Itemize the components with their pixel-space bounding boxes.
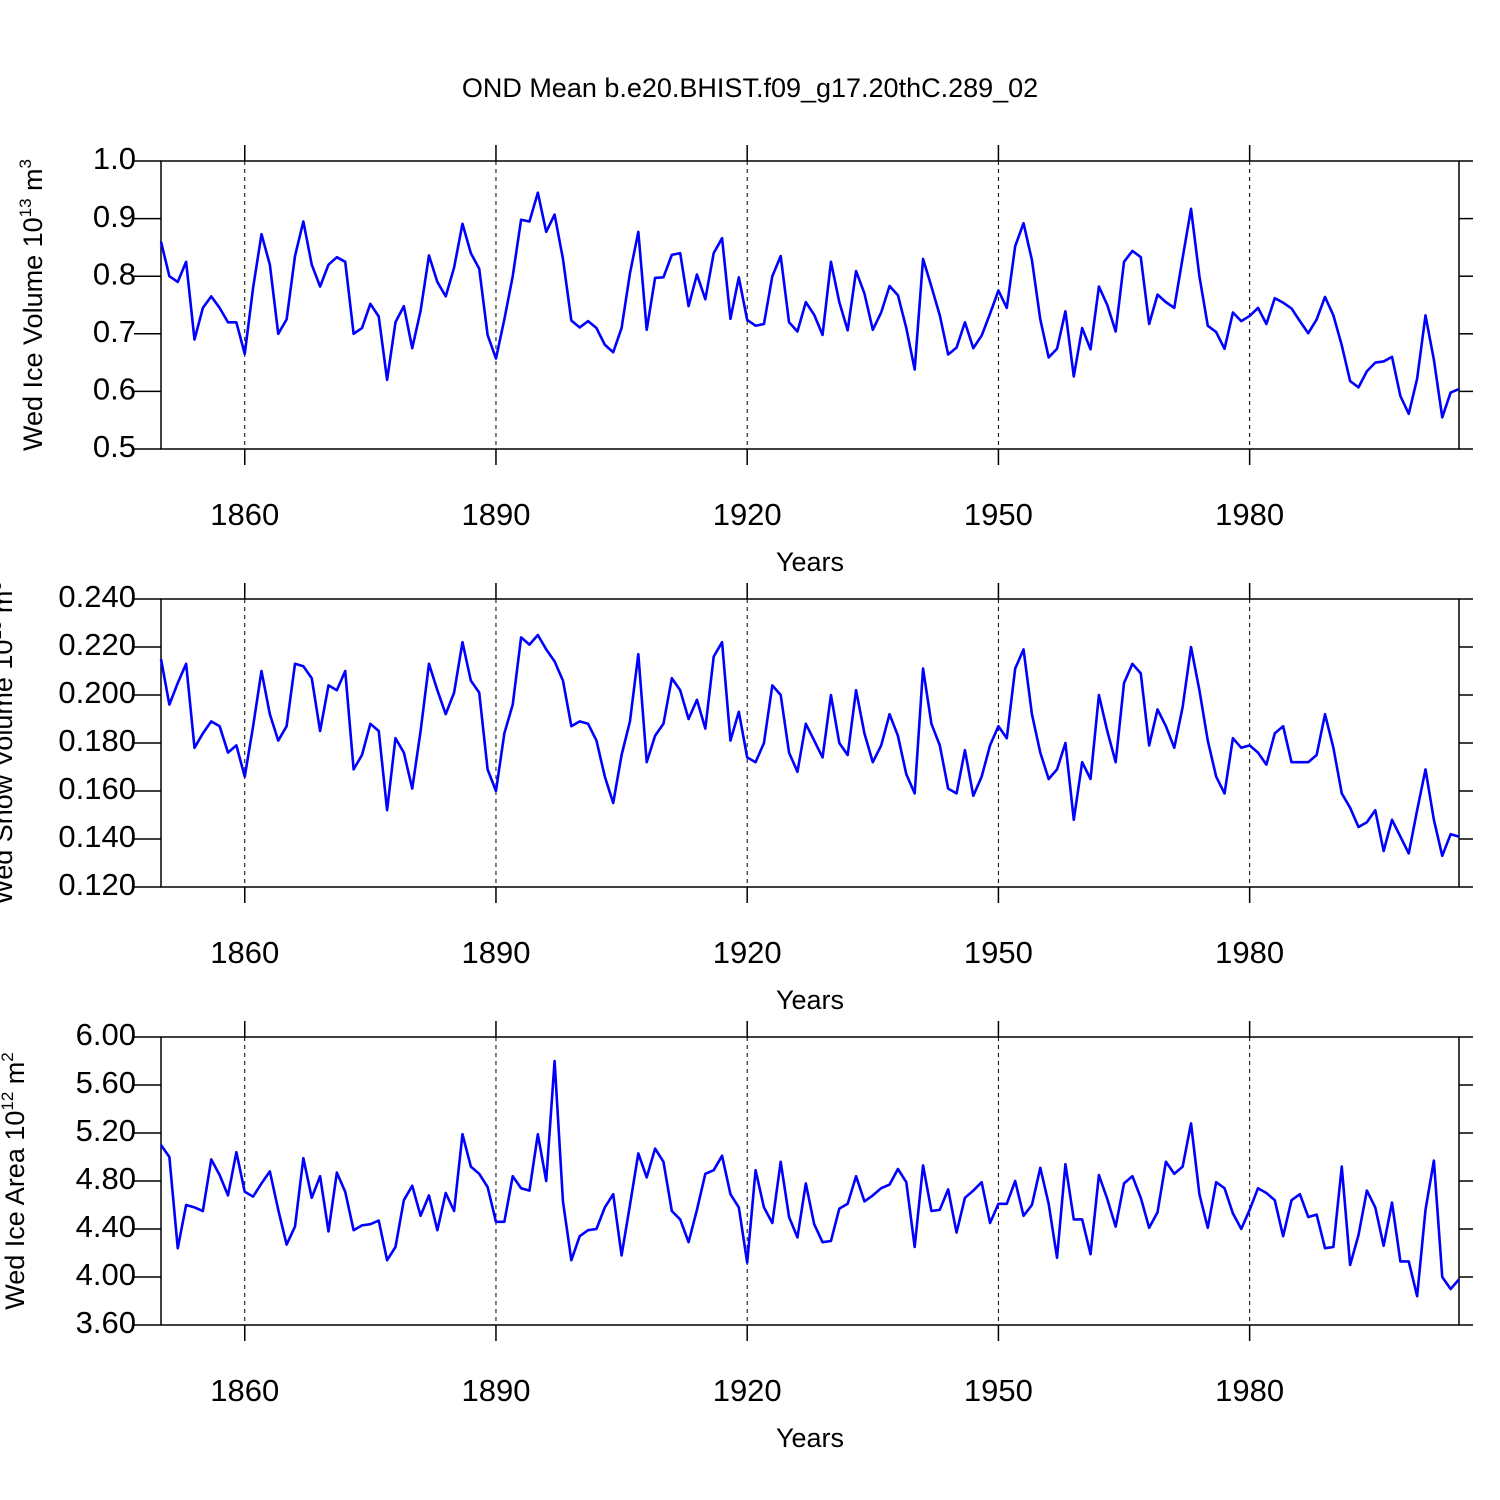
data-line xyxy=(159,633,1460,858)
x-tick-label: 1890 xyxy=(461,935,530,970)
y-tick-label: 0.220 xyxy=(58,627,136,662)
y-axis-label-part: Wed Snow Volume 10 xyxy=(0,640,18,905)
x-tick-label: 1950 xyxy=(964,497,1033,532)
y-tick-label: 5.20 xyxy=(76,1113,136,1148)
x-tick-label: 1860 xyxy=(210,497,279,532)
y-tick-label: 4.40 xyxy=(76,1209,136,1244)
y-axis-label-part: 13 xyxy=(16,198,35,217)
y-tick-label: 0.6 xyxy=(93,372,136,407)
y-tick-label: 0.7 xyxy=(93,314,136,349)
y-axis-label-part: 3 xyxy=(16,159,35,168)
y-axis-label-part: 13 xyxy=(0,621,5,640)
y-tick-label: 4.80 xyxy=(76,1161,136,1196)
x-tick-label: 1920 xyxy=(713,935,782,970)
x-tick-label: 1980 xyxy=(1215,935,1284,970)
x-axis-label: Years xyxy=(776,985,844,1015)
y-axis-label: Wed Ice Volume 1013 m3 xyxy=(16,159,48,451)
x-tick-label: 1890 xyxy=(461,497,530,532)
data-line xyxy=(159,1059,1460,1298)
y-tick-label: 1.0 xyxy=(93,141,136,176)
y-tick-label: 0.200 xyxy=(58,675,136,710)
panel: 1860 1890 1920 1950 1980 0.120 0.140 0.160 0.180… xyxy=(0,579,1473,1015)
y-axis-label-part: m xyxy=(0,591,18,621)
data-line xyxy=(159,191,1460,419)
y-axis-label-part: 12 xyxy=(0,1092,17,1111)
panel: 1860 1890 1920 1950 1980 3.60 4.00 4.40 4.80 5.20… xyxy=(0,1017,1473,1453)
y-axis-label-part: Wed Ice Area 10 xyxy=(0,1111,30,1310)
y-tick-label: 0.160 xyxy=(58,771,136,806)
chart-title: OND Mean b.e20.BHIST.f09_g17.20thC.289_0… xyxy=(462,73,1038,103)
y-tick-label: 0.240 xyxy=(58,579,136,614)
x-tick-label: 1950 xyxy=(964,935,1033,970)
y-tick-label: 0.8 xyxy=(93,256,136,291)
x-tick-label: 1980 xyxy=(1215,497,1284,532)
x-tick-label: 1920 xyxy=(713,1373,782,1408)
y-axis-label: Wed Snow Volume 1013 m3 xyxy=(0,581,18,905)
plot-frame xyxy=(160,598,1460,888)
y-tick-label: 0.140 xyxy=(58,819,136,854)
y-tick-label: 0.5 xyxy=(93,429,136,464)
y-axis-label: Wed Ice Area 1012 m2 xyxy=(0,1052,30,1310)
x-tick-label: 1950 xyxy=(964,1373,1033,1408)
y-tick-label: 0.120 xyxy=(58,867,136,902)
y-axis-label-part: m xyxy=(18,168,48,198)
panel: OND Mean b.e20.BHIST.f09_g17.20thC.289_0… xyxy=(16,73,1473,577)
x-axis-label: Years xyxy=(776,1423,844,1453)
x-tick-label: 1860 xyxy=(210,935,279,970)
y-tick-label: 5.60 xyxy=(76,1065,136,1100)
x-tick-label: 1920 xyxy=(713,497,782,532)
y-tick-label: 4.00 xyxy=(76,1257,136,1292)
y-tick-label: 6.00 xyxy=(76,1017,136,1052)
y-axis-label-part: m xyxy=(0,1062,30,1092)
plot-frame xyxy=(160,1036,1460,1326)
y-tick-label: 0.180 xyxy=(58,723,136,758)
y-axis-label-part: 2 xyxy=(0,1052,17,1061)
y-axis-label-part: 3 xyxy=(0,581,5,590)
x-tick-label: 1890 xyxy=(461,1373,530,1408)
y-tick-label: 3.60 xyxy=(76,1305,136,1340)
y-tick-label: 0.9 xyxy=(93,199,136,234)
x-axis-label: Years xyxy=(776,547,844,577)
y-axis-label-part: Wed Ice Volume 10 xyxy=(18,217,48,451)
x-tick-label: 1980 xyxy=(1215,1373,1284,1408)
plot-frame xyxy=(160,160,1460,450)
x-tick-label: 1860 xyxy=(210,1373,279,1408)
